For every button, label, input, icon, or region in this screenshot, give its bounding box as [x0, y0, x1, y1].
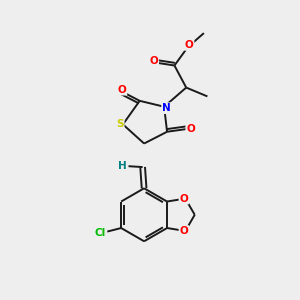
- Text: O: O: [186, 124, 195, 134]
- Text: O: O: [179, 194, 188, 204]
- Text: O: O: [185, 40, 194, 50]
- Text: O: O: [118, 85, 126, 94]
- Text: Cl: Cl: [94, 228, 106, 238]
- Text: O: O: [179, 226, 188, 236]
- Text: N: N: [162, 103, 171, 113]
- Text: S: S: [116, 119, 124, 129]
- Text: O: O: [149, 56, 158, 66]
- Text: H: H: [118, 160, 126, 171]
